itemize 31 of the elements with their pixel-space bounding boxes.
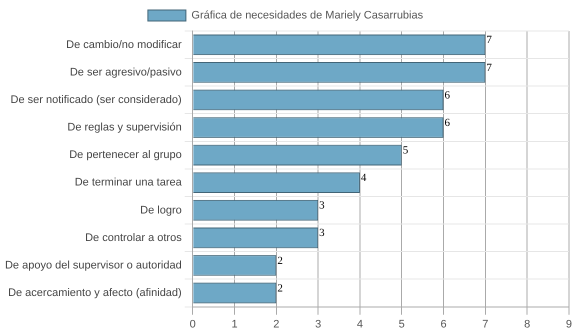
y-tick-label: De pertenecer al grupo — [69, 149, 182, 162]
data-label: 6 — [444, 116, 451, 129]
x-tick-label: 7 — [482, 318, 488, 330]
data-label: 3 — [319, 227, 326, 240]
x-tick-label: 5 — [398, 318, 405, 330]
legend-label: Gráfica de necesidades de Mariely Casarrubias — [191, 10, 424, 22]
x-tick-label: 2 — [273, 318, 280, 330]
x-tick-label: 0 — [190, 318, 196, 330]
data-label: 6 — [444, 89, 451, 102]
x-tick-label: 8 — [524, 318, 530, 330]
x-tick-label: 3 — [315, 318, 322, 330]
x-tick-label: 4 — [356, 318, 363, 330]
y-tick-label: De controlar a otros — [85, 232, 182, 244]
data-label: 3 — [319, 200, 326, 212]
x-tick-label: 1 — [231, 318, 238, 330]
y-tick-label: De ser agresivo/pasivo — [70, 66, 182, 78]
data-label: 4 — [360, 172, 367, 184]
y-tick-label: De acercamiento y afecto (afinidad) — [8, 287, 182, 300]
data-label: 2 — [277, 254, 283, 267]
y-tick-label: De logro — [140, 204, 182, 216]
y-tick-label: De ser notificado (ser considerado) — [10, 94, 182, 106]
y-tick-label: De cambio/no modificar — [66, 38, 182, 51]
data-label: 7 — [486, 34, 492, 46]
data-label: 2 — [277, 282, 283, 294]
data-label: 5 — [402, 144, 409, 156]
y-tick-label: De terminar una tarea — [74, 176, 183, 189]
data-label: 7 — [486, 62, 492, 74]
x-tick-label: 6 — [440, 318, 447, 330]
y-tick-label: De reglas y supervisión — [67, 122, 182, 134]
y-tick-label: De apoyo del supervisor o autoridad — [4, 259, 182, 272]
x-tick-label: 9 — [566, 318, 572, 330]
